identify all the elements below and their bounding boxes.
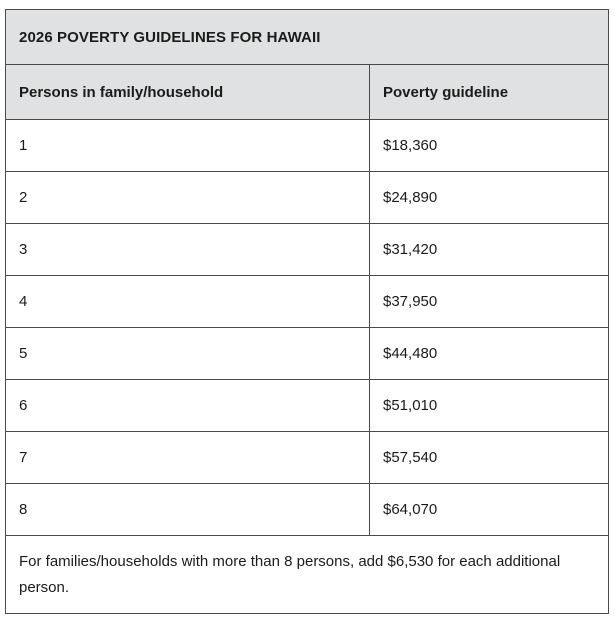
table-row: 6 $51,010 [5,379,609,432]
table-header-row: Persons in family/household Poverty guid… [5,64,609,120]
persons-cell: 8 [5,483,370,536]
persons-cell: 5 [5,327,370,380]
guideline-cell: $18,360 [369,119,609,172]
table-row: 1 $18,360 [5,119,609,172]
persons-cell: 2 [5,171,370,224]
persons-cell: 1 [5,119,370,172]
persons-cell: 4 [5,275,370,328]
guideline-cell: $24,890 [369,171,609,224]
table-row: 3 $31,420 [5,223,609,276]
guideline-cell: $31,420 [369,223,609,276]
table-caption-row: 2026 POVERTY GUIDELINES FOR HAWAII [5,9,609,65]
persons-cell: 7 [5,431,370,484]
poverty-guidelines-table-container: 2026 POVERTY GUIDELINES FOR HAWAII Perso… [5,9,609,614]
guideline-cell: $64,070 [369,483,609,536]
guideline-cell: $57,540 [369,431,609,484]
table-row: 2 $24,890 [5,171,609,224]
persons-cell: 6 [5,379,370,432]
guideline-cell: $44,480 [369,327,609,380]
poverty-guidelines-table: 2026 POVERTY GUIDELINES FOR HAWAII Perso… [5,9,609,614]
header-persons: Persons in family/household [5,64,370,120]
table-row: 8 $64,070 [5,483,609,536]
table-row: 5 $44,480 [5,327,609,380]
table-caption: 2026 POVERTY GUIDELINES FOR HAWAII [5,9,609,65]
guideline-cell: $37,950 [369,275,609,328]
header-poverty-guideline: Poverty guideline [369,64,609,120]
persons-cell: 3 [5,223,370,276]
table-footnote: For families/households with more than 8… [5,535,609,614]
guideline-cell: $51,010 [369,379,609,432]
table-footnote-row: For families/households with more than 8… [5,535,609,614]
table-row: 7 $57,540 [5,431,609,484]
table-row: 4 $37,950 [5,275,609,328]
